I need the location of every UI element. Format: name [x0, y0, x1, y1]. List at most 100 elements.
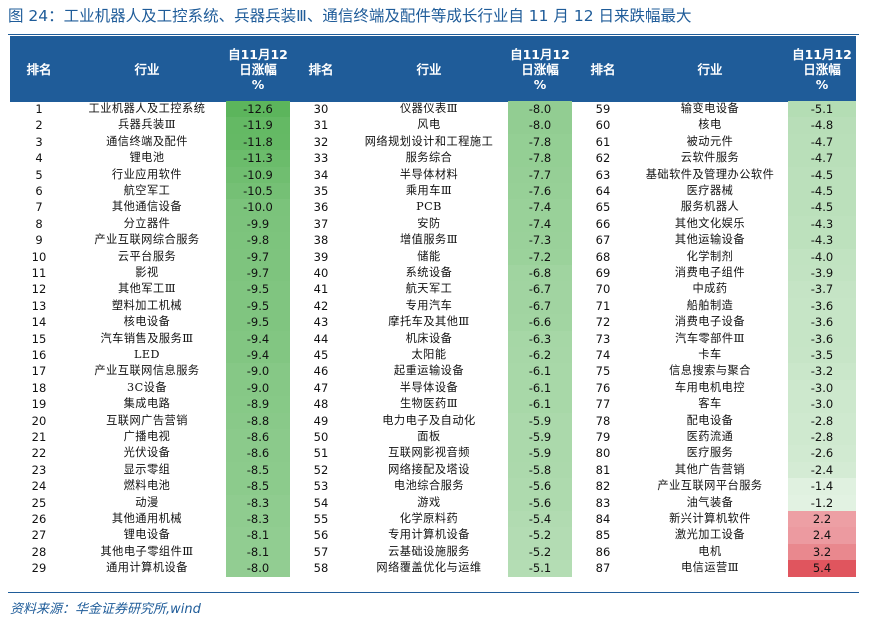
industry-cell: 储能	[417, 249, 441, 263]
change-heat-fill	[226, 543, 290, 561]
rank-cell: 12	[31, 282, 47, 297]
rank-cell: 68	[595, 249, 611, 264]
industry-cell: 航空军工	[123, 184, 171, 197]
rank-cell: 21	[31, 430, 47, 444]
industry-cell: 化学原料药	[399, 512, 459, 525]
rank-cell: 43	[313, 315, 329, 330]
industry-cell: 3C设备	[126, 380, 168, 394]
table-row: 1 工业机器人及工控系统 -12.6	[10, 101, 856, 118]
rank-cell: 34	[313, 167, 329, 182]
change-value-cell: -4.7	[810, 151, 834, 166]
rank-cell: 80	[595, 446, 611, 461]
table-row: 34 半导体材料 -7.7	[10, 166, 856, 183]
industry-cell: 摩托车及其他Ⅲ	[388, 315, 470, 329]
change-heat-fill	[788, 248, 856, 265]
change-value-cell: -3.9	[810, 266, 834, 280]
industry-cell: 兵器兵装Ⅲ	[117, 118, 177, 132]
rank-cell: 40	[313, 266, 329, 280]
change-value-cell: -11.3	[243, 151, 273, 166]
rank-cell: 38	[313, 233, 329, 248]
change-heat-fill	[508, 314, 572, 331]
change-heat-fill	[508, 429, 572, 446]
rank-header: 排名	[590, 61, 616, 77]
change-heat-fill	[508, 445, 572, 462]
change-heat-fill	[226, 494, 290, 511]
industry-cell: 锂电设备	[123, 528, 171, 542]
rank-cell: 86	[595, 544, 611, 559]
table-row: 82 产业互联网平台服务 -1.4	[10, 478, 856, 495]
industry-cell: 客车	[698, 397, 722, 411]
rank-cell: 26	[31, 512, 47, 526]
rank-cell: 72	[595, 315, 611, 330]
change-value-cell: -8.0	[246, 561, 270, 576]
change-heat-fill	[226, 511, 290, 528]
industry-cell: 半导体设备	[399, 380, 459, 394]
change-value-cell: -2.8	[810, 413, 834, 428]
rank-cell: 77	[595, 397, 611, 412]
rank-cell: 20	[31, 413, 47, 428]
industry-cell: 通信终端及配件	[106, 134, 188, 148]
change-value-cell: -7.8	[528, 134, 552, 149]
table-row: 26 其他通用机械 -8.3	[10, 511, 856, 528]
industry-cell: 仪器仪表Ⅲ	[399, 102, 459, 115]
change-value-cell: -3.0	[810, 380, 834, 395]
table-row: 66 其他文化娱乐 -4.3	[10, 215, 856, 233]
change-value-cell: -9.4	[246, 348, 270, 362]
change-heat-fill	[508, 248, 572, 265]
change-value-cell: -8.3	[246, 495, 270, 510]
table-header: 排名 行业 自11月12 日涨幅% 排名 行业 自11月12 日涨幅% 排名 行业 …	[10, 36, 856, 102]
change-heat-fill	[226, 347, 290, 364]
rank-cell: 27	[31, 528, 47, 543]
table-row: 16 LED -9.4	[10, 347, 856, 364]
table-row: 5 行业应用软件 -10.9	[10, 166, 856, 183]
table-row: 71 船舶制造 -3.6	[10, 297, 856, 315]
change-heat-fill	[788, 543, 856, 561]
change-value-cell: -2.8	[810, 430, 834, 444]
change-heat-fill	[226, 412, 290, 429]
industry-header: 行业	[416, 61, 442, 77]
change-value-cell: -8.6	[246, 446, 270, 461]
change-heat-fill	[788, 183, 856, 200]
table-row: 62 云软件服务 -4.7	[10, 150, 856, 167]
change-heat-fill	[508, 347, 572, 364]
change-heat-fill	[788, 215, 856, 233]
change-heat-fill	[508, 183, 572, 200]
rank-cell: 60	[595, 118, 611, 133]
change-value-cell: -4.5	[810, 184, 834, 198]
rank-cell: 31	[313, 118, 329, 133]
change-heat-fill	[788, 445, 856, 462]
change-value-cell: -8.8	[246, 413, 270, 428]
change-heat-fill	[226, 527, 290, 544]
table-row: 9 产业互联网综合服务 -9.8	[10, 232, 856, 249]
industry-cell: 网络规划设计和工程施工	[364, 134, 494, 148]
rank-cell: 79	[595, 430, 611, 444]
industry-cell: 云平台服务	[117, 249, 177, 263]
table-row: 65 服务机器人 -4.5	[10, 199, 856, 216]
change-value-cell: -5.9	[528, 413, 552, 428]
rank-cell: 78	[595, 413, 611, 428]
rank-cell: 62	[595, 151, 611, 166]
rank-cell: 58	[313, 561, 329, 576]
change-heat-fill	[226, 297, 290, 315]
change-value-cell: -10.5	[243, 184, 273, 198]
table-row: 70 中成药 -3.7	[10, 281, 856, 298]
change-value-cell: -9.5	[246, 315, 270, 330]
table-row: 69 消费电子组件 -3.9	[10, 265, 856, 282]
change-header: 自11月12 日涨幅%	[792, 46, 852, 92]
table-row: 44 机床设备 -6.3	[10, 330, 856, 347]
change-heat-fill	[226, 445, 290, 462]
change-heat-fill	[508, 150, 572, 167]
rank-cell: 48	[313, 397, 329, 412]
rank-cell: 8	[35, 216, 43, 231]
change-heat-fill	[788, 494, 856, 511]
industry-cell: 产业互联网平台服务	[657, 479, 763, 493]
table-row: 30 仪器仪表Ⅲ -8.0	[10, 101, 856, 118]
change-value-cell: -9.7	[246, 249, 270, 264]
change-value-cell: -8.1	[246, 528, 270, 543]
table-row: 63 基础软件及管理办公软件 -4.5	[10, 166, 856, 183]
change-heat-fill	[788, 396, 856, 413]
rank-cell: 67	[595, 233, 611, 248]
rank-cell: 82	[595, 479, 611, 494]
rank-cell: 44	[313, 331, 329, 346]
rank-cell: 70	[595, 282, 611, 297]
